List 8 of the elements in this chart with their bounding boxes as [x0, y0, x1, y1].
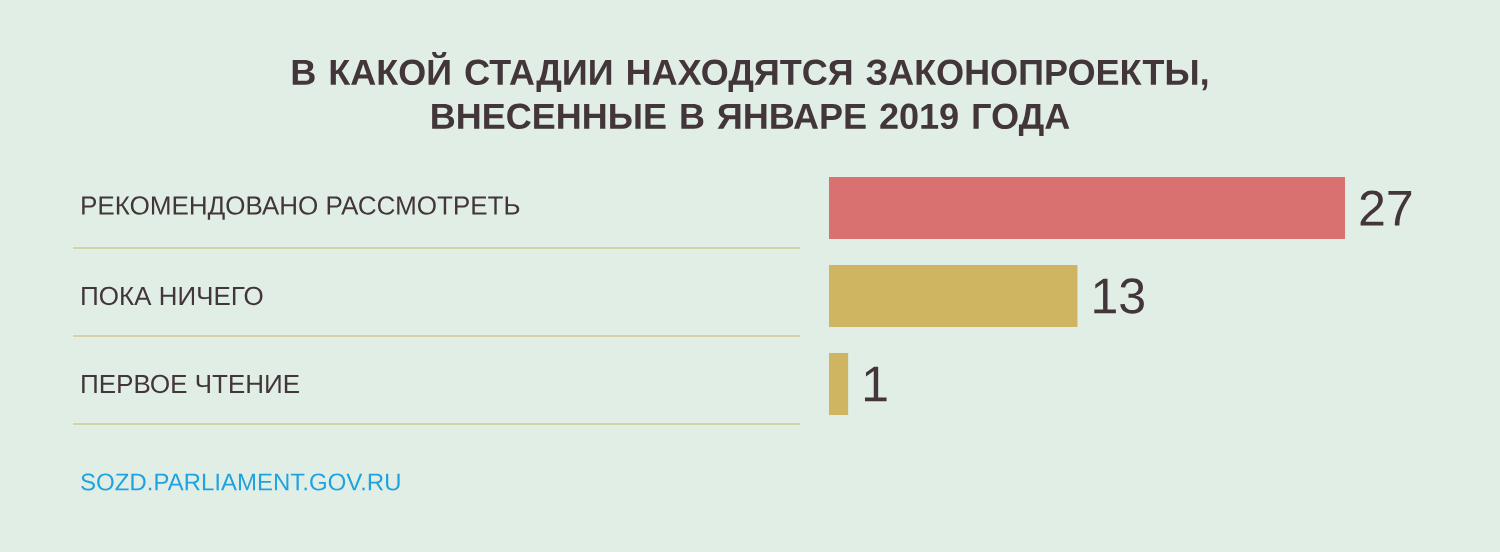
data-label: 13	[1094, 278, 1144, 314]
y-tick-label: ПЕРВОЕ ЧТЕНИЕ	[82, 374, 299, 394]
y-tick-label: ПОКА НИЧЕГО	[82, 286, 263, 306]
y-tick-label: РЕКОМЕНДОВАНО РАССМОТРЕТЬ	[82, 196, 520, 220]
data-label: 1	[864, 366, 887, 402]
data-label: 27	[1360, 190, 1412, 226]
chart-title: В КАКОЙ СТАДИИ НАХОДЯТСЯ ЗАКОНОПРОЕКТЫ, ВНЕСЕННЫЕ В ЯНВАРЕ 2019 ГОДА	[292, 52, 1208, 136]
text: SOZD.PARLIAMENT.GOV.RU	[81, 473, 400, 491]
